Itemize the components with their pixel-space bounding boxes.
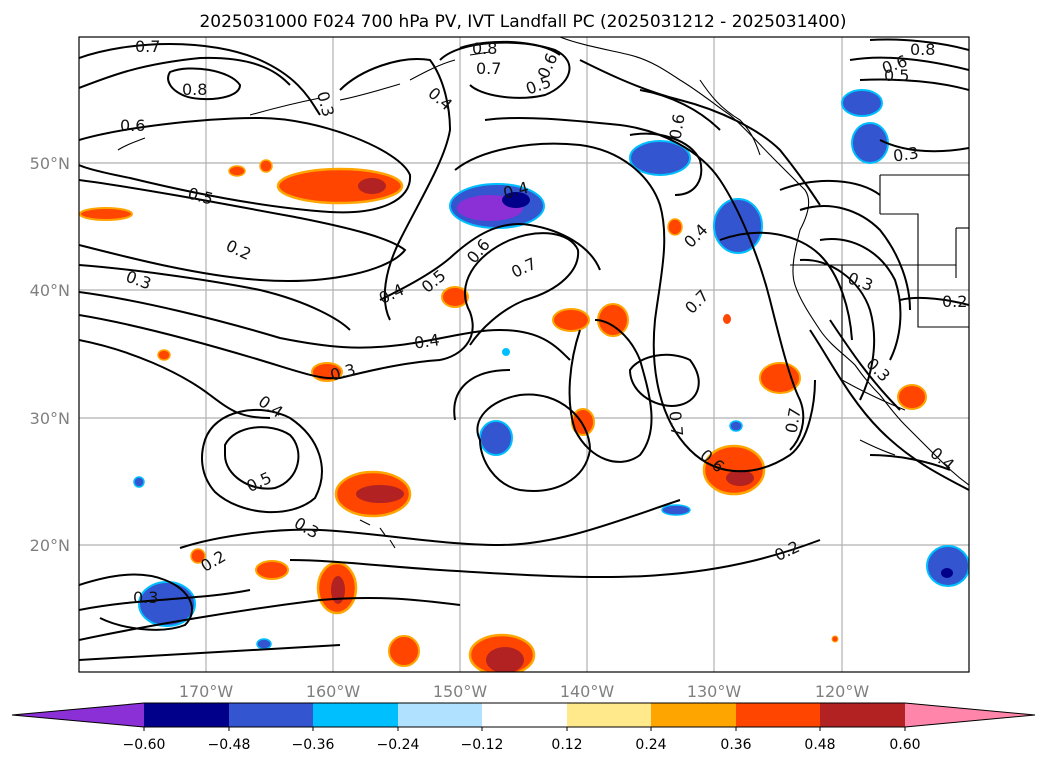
colorbar-tick-label: −0.24 xyxy=(377,737,420,753)
lat-label: 30°N xyxy=(30,409,70,428)
colorbar-tick-label: −0.60 xyxy=(123,737,166,753)
lon-label: 170°W xyxy=(179,682,234,701)
lat-label: 40°N xyxy=(30,281,70,300)
map-frame xyxy=(78,36,970,673)
colorbar-seg xyxy=(144,703,229,727)
contour-label: 0.6 xyxy=(120,116,145,135)
lat-label: 50°N xyxy=(30,154,70,173)
colorbar-tick-label: −0.12 xyxy=(461,737,504,753)
negative-anomaly-patches xyxy=(133,89,969,650)
colorbar: −0.60 −0.48 −0.36 −0.24 −0.12 0.12 0.24 … xyxy=(11,702,1036,753)
contour-label: 0.7 xyxy=(135,37,160,56)
colorbar-seg xyxy=(398,703,482,727)
map-background xyxy=(79,37,969,672)
colorbar-seg xyxy=(905,703,1035,727)
contour-label: 0.7 xyxy=(782,406,805,434)
colorbar-tick-label: −0.36 xyxy=(292,737,335,753)
contour-label: 0.3 xyxy=(133,588,158,607)
colorbar-seg xyxy=(820,703,905,727)
filled-anomaly-areas xyxy=(79,89,969,672)
coastlines xyxy=(99,37,969,549)
contour-label: 0.2 xyxy=(942,292,967,311)
colorbar-seg xyxy=(567,703,651,727)
contour-label: 0.6 xyxy=(666,112,689,140)
lon-label: 120°W xyxy=(815,682,870,701)
contour-label: 0.8 xyxy=(910,40,935,59)
colorbar-ticks xyxy=(143,727,906,731)
longitude-labels: 170°W 160°W 150°W 140°W 130°W 120°W xyxy=(179,682,870,701)
lon-label: 150°W xyxy=(433,682,488,701)
contour-label: 0.7 xyxy=(665,410,686,437)
colorbar-seg xyxy=(482,703,567,727)
colorbar-tick-label: 0.60 xyxy=(889,737,920,753)
colorbar-tick-label: 0.12 xyxy=(551,737,582,753)
colorbar-seg xyxy=(651,703,736,727)
lon-label: 130°W xyxy=(687,682,742,701)
contour-label: 0.5 xyxy=(884,66,909,85)
contour-label: 0.3 xyxy=(892,143,920,165)
colorbar-seg xyxy=(229,703,313,727)
colorbar-tick-label: −0.48 xyxy=(208,737,251,753)
lon-label: 140°W xyxy=(560,682,615,701)
colorbar-seg xyxy=(736,703,820,727)
colorbar-tick-label: 0.36 xyxy=(720,737,751,753)
contour-label: 0.4 xyxy=(413,330,441,352)
map-title: 2025031000 F024 700 hPa PV, IVT Landfall… xyxy=(199,12,846,32)
lat-label: 20°N xyxy=(30,536,70,555)
pv-contours xyxy=(79,38,969,661)
colorbar-tick-label: 0.24 xyxy=(635,737,666,753)
lon-label: 160°W xyxy=(306,682,361,701)
latitude-labels: 50°N 40°N 30°N 20°N xyxy=(30,154,70,555)
colorbar-tick-label: 0.48 xyxy=(804,737,835,753)
colorbar-seg xyxy=(12,703,144,727)
contour-label: 0.8 xyxy=(182,80,207,99)
positive-anomaly-patches xyxy=(79,159,927,672)
colorbar-seg xyxy=(313,703,398,727)
contour-label: 0.7 xyxy=(476,59,501,78)
contour-label: 0.8 xyxy=(472,39,497,58)
